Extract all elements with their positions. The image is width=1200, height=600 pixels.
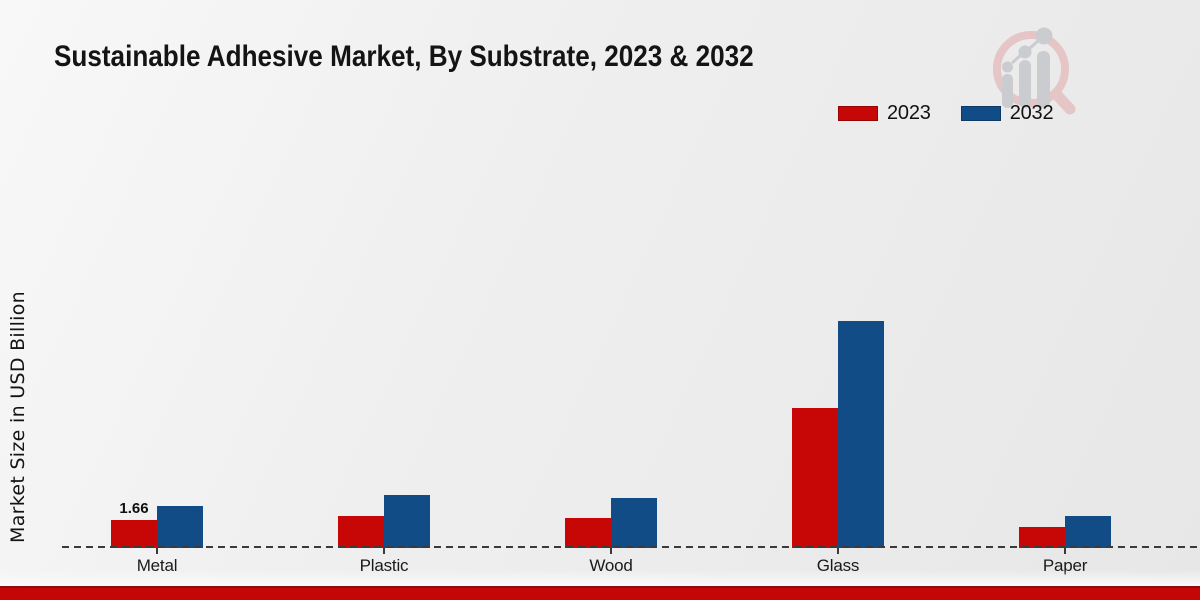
bar-2032-wood — [611, 498, 657, 548]
x-tick-metal — [156, 548, 158, 554]
magnifier-bar-chart-logo-icon — [993, 27, 1076, 115]
page-title: Sustainable Adhesive Market, By Substrat… — [54, 40, 754, 73]
x-tick-paper — [1064, 548, 1066, 554]
x-tick-glass — [837, 548, 839, 554]
legend-swatch-2032 — [960, 106, 1001, 121]
x-tick-plastic — [383, 548, 385, 554]
x-axis-baseline — [62, 546, 1197, 548]
legend-label-2032: 2032 — [1009, 102, 1054, 124]
footer-highlight-band — [0, 570, 1200, 586]
bar-value-label-metal: 1.66 — [119, 500, 149, 517]
legend-swatch-2023 — [838, 106, 878, 121]
bar-2032-paper — [1065, 516, 1111, 548]
footer-bar — [0, 586, 1200, 600]
legend-item-2032: 2032 — [960, 102, 1054, 125]
bar-2023-metal — [111, 520, 157, 548]
legend-label-2023: 2023 — [887, 102, 931, 124]
bar-2032-metal — [157, 506, 203, 548]
bar-2023-wood — [565, 518, 611, 548]
bar-2023-plastic — [338, 516, 384, 548]
bar-2023-glass — [792, 408, 838, 548]
bar-2032-plastic — [384, 495, 430, 548]
bar-2032-glass — [838, 321, 884, 548]
legend: 2023 2032 — [838, 102, 1054, 125]
bar-2023-paper — [1019, 527, 1065, 548]
legend-item-2023: 2023 — [838, 102, 931, 125]
x-tick-wood — [610, 548, 612, 554]
